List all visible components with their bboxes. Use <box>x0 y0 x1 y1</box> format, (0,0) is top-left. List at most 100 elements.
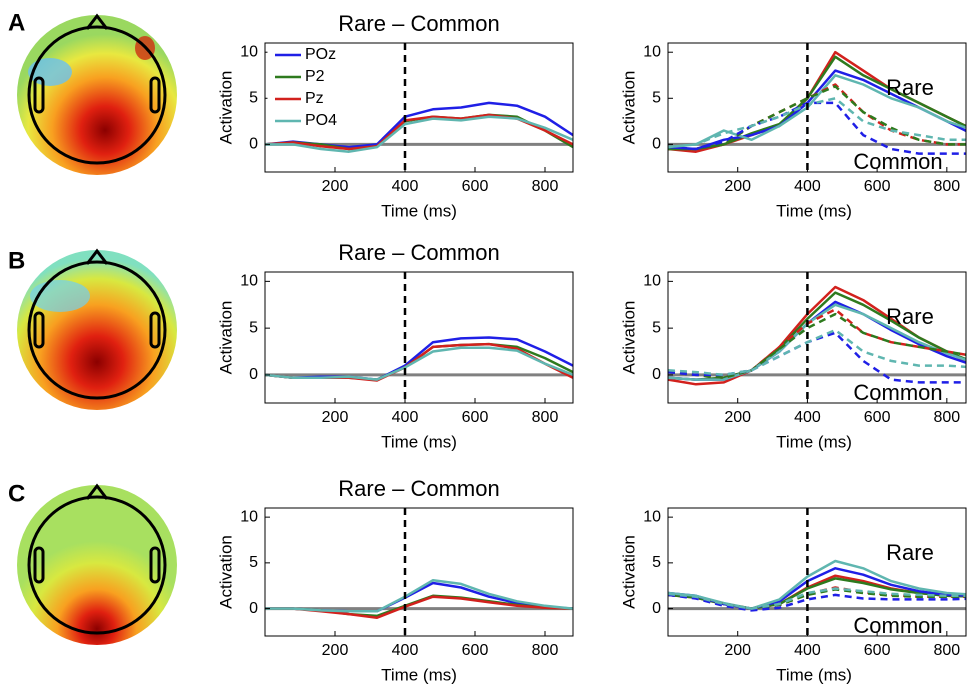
x-tick-label: 600 <box>864 642 891 659</box>
legend-label: PO4 <box>305 112 337 129</box>
line-chart: 200 400 600 800 0 5 10 Time (ms) Activation Rare … <box>216 476 574 684</box>
legend-label: POz <box>305 46 336 63</box>
legend-label: P2 <box>305 68 325 85</box>
y-tick-label: 5 <box>249 554 258 571</box>
plot-frame <box>264 507 574 637</box>
y-tick-label: 10 <box>643 43 661 60</box>
x-axis-label: Time (ms) <box>381 432 457 451</box>
y-tick-label: 0 <box>652 136 661 153</box>
panel-label: B <box>8 247 25 274</box>
x-tick-label: 800 <box>532 178 559 195</box>
y-tick-label: 5 <box>249 319 258 336</box>
y-tick-label: 5 <box>652 90 661 107</box>
y-tick-label: 0 <box>652 600 661 617</box>
series-line <box>668 74 966 149</box>
y-axis-label: Activation <box>619 301 638 375</box>
y-tick-label: 10 <box>240 43 258 60</box>
x-tick-label: 800 <box>532 642 559 659</box>
annotation: Common <box>853 149 942 174</box>
chart-title: Rare – Common <box>338 11 499 36</box>
series-line <box>668 303 966 381</box>
annotation: Common <box>853 613 942 638</box>
x-tick-label: 600 <box>462 642 489 659</box>
plot-area <box>265 336 573 382</box>
x-tick-label: 800 <box>532 409 559 426</box>
series-line <box>668 328 966 377</box>
line-chart: 200 400 600 800 0 5 10 Time (ms) Activation Rare C… <box>619 507 967 684</box>
x-tick-label: 800 <box>933 642 960 659</box>
plot-frame <box>264 271 574 404</box>
x-tick-label: 800 <box>933 409 960 426</box>
series-line <box>668 285 966 386</box>
x-tick-label: 400 <box>392 642 419 659</box>
y-axis-label: Activation <box>216 535 235 609</box>
plot-frame <box>667 271 967 404</box>
series-line <box>668 97 966 149</box>
y-tick-label: 0 <box>249 136 258 153</box>
x-tick-label: 200 <box>724 178 751 195</box>
x-tick-label: 600 <box>864 409 891 426</box>
x-axis-label: Time (ms) <box>776 432 852 451</box>
x-tick-label: 200 <box>322 642 349 659</box>
y-axis-label: Activation <box>619 535 638 609</box>
y-tick-label: 0 <box>249 366 258 383</box>
x-tick-label: 600 <box>864 178 891 195</box>
y-tick-label: 5 <box>652 319 661 336</box>
x-axis-label: Time (ms) <box>381 665 457 684</box>
x-axis-label: Time (ms) <box>776 665 852 684</box>
line-chart: 200 400 600 800 0 5 10 Time (ms) Activation Rare C… <box>619 42 967 220</box>
annotation: Rare <box>886 304 934 329</box>
x-tick-label: 400 <box>392 178 419 195</box>
legend-label: Pz <box>305 90 324 107</box>
x-axis-label: Time (ms) <box>381 201 457 220</box>
y-tick-label: 0 <box>652 366 661 383</box>
series-line <box>668 587 966 610</box>
topomap <box>17 248 177 410</box>
plot-frame <box>667 507 967 637</box>
x-tick-label: 400 <box>794 642 821 659</box>
plot-area <box>668 559 966 612</box>
x-tick-label: 400 <box>392 409 419 426</box>
panel-label: C <box>8 480 25 507</box>
x-tick-label: 200 <box>322 178 349 195</box>
y-axis-label: Activation <box>216 71 235 145</box>
topomap <box>17 483 177 645</box>
x-tick-label: 200 <box>322 409 349 426</box>
x-tick-label: 400 <box>794 409 821 426</box>
topomap <box>17 13 177 175</box>
chart-title: Rare – Common <box>338 240 499 265</box>
x-tick-label: 200 <box>724 642 751 659</box>
x-tick-label: 200 <box>724 409 751 426</box>
plot-frame <box>667 42 967 173</box>
plot-area <box>265 578 573 619</box>
line-chart: 200 400 600 800 0 5 10 Time (ms) Activation Rare … <box>216 11 574 220</box>
y-tick-label: 10 <box>643 273 661 290</box>
series-line <box>668 85 966 151</box>
plot-area <box>265 101 573 153</box>
y-tick-label: 5 <box>652 554 661 571</box>
series-line <box>265 115 573 153</box>
y-tick-label: 5 <box>249 90 258 107</box>
y-tick-label: 0 <box>249 600 258 617</box>
annotation: Rare <box>886 540 934 565</box>
x-tick-label: 800 <box>933 178 960 195</box>
series-line <box>668 593 966 612</box>
series-line <box>668 312 966 379</box>
y-tick-label: 10 <box>643 508 661 525</box>
y-axis-label: Activation <box>216 301 235 375</box>
y-tick-label: 10 <box>240 508 258 525</box>
annotation: Rare <box>886 75 934 100</box>
y-axis-label: Activation <box>619 71 638 145</box>
line-chart: 200 400 600 800 0 5 10 Time (ms) Activation Rare … <box>216 240 574 451</box>
line-chart: 200 400 600 800 0 5 10 Time (ms) Activation Rare C… <box>619 271 967 451</box>
x-tick-label: 600 <box>462 409 489 426</box>
plot-area <box>668 285 966 386</box>
annotation: Common <box>853 380 942 405</box>
x-tick-label: 400 <box>794 178 821 195</box>
y-tick-label: 10 <box>240 273 258 290</box>
x-tick-label: 600 <box>462 178 489 195</box>
plot-area <box>668 50 966 155</box>
panel-label: A <box>8 9 25 36</box>
series-line <box>668 101 966 155</box>
